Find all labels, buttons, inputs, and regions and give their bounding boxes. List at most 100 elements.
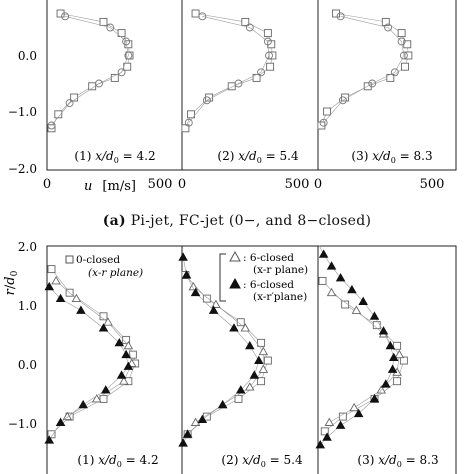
data-point: [263, 356, 272, 365]
data-point: [318, 276, 327, 285]
top-subplot-2-label: (2) x/d0 = 5.4: [217, 149, 299, 165]
data-point: [387, 364, 398, 373]
data-point: [235, 385, 246, 394]
data-point: [257, 338, 266, 347]
top-subplot-3-frame: [317, 0, 457, 171]
data-point: [229, 323, 239, 332]
data-point: [322, 432, 332, 441]
data-point: [51, 275, 61, 285]
top-xlabel: u [m/s]: [84, 179, 136, 194]
legend-bracket: [219, 253, 226, 302]
data-point: [234, 394, 243, 403]
legend-6-closed: : 6-closed (x-r plane) : 6-closed (x-r′p…: [219, 250, 308, 303]
data-point: [351, 305, 362, 314]
data-point: [100, 385, 111, 394]
data-point: [119, 376, 129, 385]
legend-6-closed-filled-line1: : 6-closed: [243, 279, 294, 291]
data-point: [71, 293, 82, 303]
bottom-subplot-2-label: (2) x/d0 = 5.4: [221, 453, 303, 469]
xlabel-symbol: u: [84, 179, 92, 194]
data-point: [198, 12, 207, 21]
top-ytick-neg2: −2.0: [8, 162, 37, 176]
data-point: [47, 265, 56, 274]
data-point: [326, 261, 337, 270]
data-point: [249, 370, 260, 379]
data-point: [211, 299, 221, 308]
data-point: [234, 79, 243, 88]
data-point: [241, 17, 250, 26]
data-point: [128, 350, 137, 359]
top-subplot-1-label: (1) x/d0 = 4.2: [74, 149, 155, 165]
data-point: [55, 293, 66, 303]
bottom-ytick-2: 2.0: [18, 240, 37, 254]
data-point: [88, 82, 97, 91]
data-point: [123, 340, 134, 350]
data-point: [245, 382, 255, 391]
data-point: [181, 270, 192, 279]
data-point: [338, 96, 347, 105]
data-point: [353, 408, 364, 418]
data-point: [390, 68, 399, 77]
data-point: [245, 23, 254, 32]
data-point: [336, 12, 345, 21]
top-xtick-2-max: 500: [285, 177, 310, 192]
legend-filled-triangle-marker: [229, 277, 241, 289]
data-point: [98, 323, 109, 332]
data-point: [266, 62, 275, 71]
data-point: [124, 51, 133, 60]
data-point: [320, 427, 329, 436]
data-point: [117, 68, 126, 77]
data-point: [191, 9, 200, 18]
data-point: [182, 429, 193, 438]
data-point: [399, 51, 408, 60]
data-point: [188, 281, 199, 291]
data-marks: [44, 9, 413, 449]
data-point: [372, 321, 381, 330]
data-point: [178, 252, 188, 261]
data-point: [397, 29, 406, 38]
data-point: [332, 9, 341, 18]
series-line: [188, 16, 270, 123]
bottom-subplot-1-frame: [46, 245, 183, 474]
data-point: [54, 110, 63, 119]
data-point: [381, 17, 390, 26]
data-point: [404, 51, 413, 60]
bottom-subplot-1-label: (1) x/d0 = 4.2: [77, 453, 158, 469]
legend-square-marker: [65, 255, 74, 264]
data-point: [236, 318, 245, 327]
data-point: [263, 37, 272, 46]
caption-text: Pi-jet, FC-jet (0−, and 8−closed): [130, 213, 372, 229]
top-subplot-1-frame: [46, 0, 183, 171]
data-point: [47, 430, 56, 439]
top-xtick-1-min: 0: [43, 177, 51, 192]
data-point: [99, 17, 108, 26]
data-point: [263, 29, 272, 38]
data-point: [378, 326, 389, 335]
data-point: [116, 370, 127, 379]
data-point: [95, 79, 103, 88]
data-point: [258, 346, 269, 356]
data-point: [384, 23, 393, 32]
data-point: [202, 96, 211, 105]
data-point: [62, 411, 73, 421]
data-point: [358, 296, 368, 305]
data-point: [385, 340, 396, 350]
legend-6-closed-open-line2: (x-r plane): [253, 264, 308, 276]
data-point: [117, 29, 126, 38]
bottom-subplot-3-label: (3) x/d0 = 8.3: [357, 453, 438, 469]
data-point: [190, 417, 201, 426]
top-ytick-0: 0.0: [18, 49, 37, 63]
data-point: [393, 377, 402, 386]
bottom-subplot-3-frame: [317, 245, 457, 474]
data-point: [55, 417, 66, 426]
data-point: [399, 356, 408, 365]
data-point: [257, 68, 266, 77]
legend-open-triangle-marker: [229, 250, 241, 262]
data-point: [197, 414, 208, 423]
data-point: [324, 417, 335, 426]
bottom-panel: 2.0 1.0 0.0 −1.0 r/d0 0-closed (x-r plan…: [3, 240, 457, 474]
top-ytick-neg1: −1.0: [8, 105, 37, 119]
bottom-ylabel: r/d0: [3, 270, 20, 295]
data-point: [401, 62, 409, 71]
